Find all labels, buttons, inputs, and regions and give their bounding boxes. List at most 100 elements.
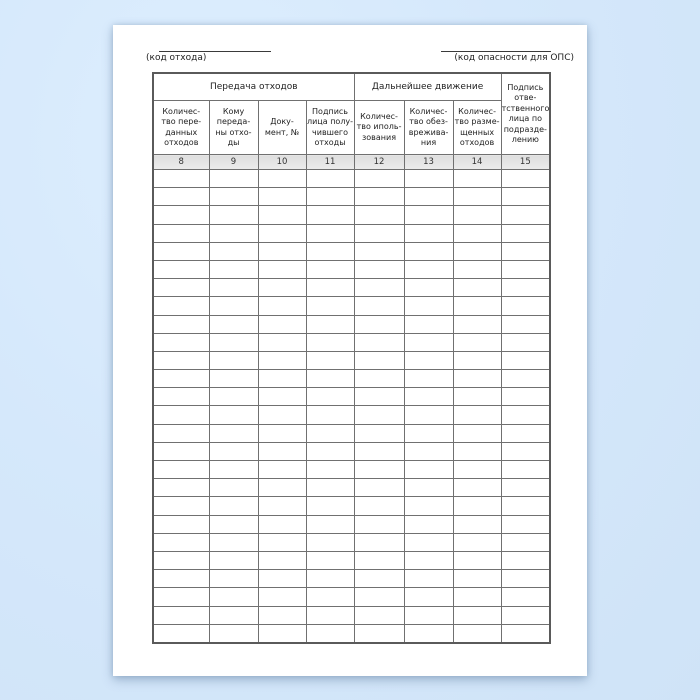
empty-form-cell	[305, 187, 355, 207]
empty-form-cell	[403, 605, 454, 625]
empty-form-cell	[208, 423, 259, 443]
empty-form-cell	[208, 205, 259, 225]
group-header-further-movement: Дальнейшее движение	[353, 72, 502, 101]
empty-form-row	[152, 369, 551, 389]
empty-form-cell	[403, 314, 454, 334]
empty-form-cell	[257, 369, 307, 389]
waste-code-underline	[159, 51, 271, 52]
empty-form-cell	[208, 532, 259, 552]
empty-form-cell	[152, 205, 210, 225]
hazard-code-underline	[441, 51, 551, 52]
empty-form-cell	[500, 405, 551, 425]
empty-form-cell	[305, 241, 355, 261]
empty-form-cell	[208, 168, 259, 189]
empty-form-cell	[257, 350, 307, 371]
empty-form-cell	[305, 441, 355, 462]
empty-form-cell	[208, 478, 259, 498]
empty-form-row	[152, 550, 551, 571]
empty-form-cell	[152, 278, 210, 298]
empty-form-cell	[452, 569, 502, 589]
empty-form-cell	[353, 259, 405, 280]
column-number: 12	[353, 154, 405, 170]
empty-form-cell	[152, 296, 210, 316]
empty-form-row	[152, 259, 551, 280]
empty-form-cell	[500, 532, 551, 552]
empty-form-cell	[452, 314, 502, 334]
empty-form-cell	[452, 441, 502, 462]
empty-form-cell	[500, 241, 551, 261]
empty-form-cell	[403, 514, 454, 534]
empty-form-row	[152, 387, 551, 407]
column-header-responsible-signature: Подпись отве- тственного лица по подразд…	[500, 72, 551, 155]
empty-form-row	[152, 514, 551, 534]
empty-form-cell	[403, 168, 454, 189]
empty-form-cell	[152, 350, 210, 371]
empty-form-cell	[500, 423, 551, 443]
empty-form-cell	[452, 205, 502, 225]
empty-form-cell	[208, 569, 259, 589]
empty-form-cell	[353, 569, 405, 589]
empty-form-cell	[257, 332, 307, 352]
column-number: 15	[500, 154, 551, 170]
empty-form-cell	[500, 296, 551, 316]
empty-form-cell	[305, 168, 355, 189]
empty-form-cell	[452, 459, 502, 480]
empty-form-cell	[403, 259, 454, 280]
empty-form-cell	[353, 550, 405, 571]
empty-form-cell	[452, 187, 502, 207]
empty-form-cell	[452, 259, 502, 280]
empty-form-cell	[208, 496, 259, 516]
empty-form-cell	[452, 550, 502, 571]
empty-form-cell	[305, 605, 355, 625]
empty-form-row	[152, 405, 551, 425]
column-header-document-number: Доку- мент, №	[257, 100, 307, 155]
empty-form-cell	[353, 350, 405, 371]
empty-form-cell	[208, 387, 259, 407]
empty-form-cell	[152, 514, 210, 534]
waste-code-label: (код отхода)	[146, 53, 207, 63]
empty-form-cell	[257, 550, 307, 571]
empty-form-cell	[305, 332, 355, 352]
empty-form-cell	[152, 387, 210, 407]
empty-form-cell	[305, 205, 355, 225]
empty-form-cell	[152, 241, 210, 261]
empty-form-cell	[353, 369, 405, 389]
empty-form-cell	[452, 168, 502, 189]
empty-form-cell	[257, 387, 307, 407]
table-body	[152, 168, 551, 644]
empty-form-cell	[152, 496, 210, 516]
empty-form-cell	[257, 478, 307, 498]
empty-form-row	[152, 187, 551, 207]
column-number: 9	[208, 154, 259, 170]
column-number: 13	[403, 154, 454, 170]
empty-form-cell	[353, 187, 405, 207]
empty-form-cell	[257, 569, 307, 589]
empty-form-cell	[257, 587, 307, 607]
empty-form-row	[152, 223, 551, 243]
empty-form-row	[152, 423, 551, 443]
empty-form-cell	[452, 605, 502, 625]
empty-form-cell	[208, 514, 259, 534]
empty-form-cell	[452, 350, 502, 371]
empty-form-cell	[403, 423, 454, 443]
empty-form-cell	[353, 478, 405, 498]
column-header-quantity-transferred: Количес- тво пере- данных отходов	[152, 100, 210, 155]
empty-form-cell	[208, 459, 259, 480]
empty-form-cell	[152, 223, 210, 243]
empty-form-cell	[403, 296, 454, 316]
empty-form-cell	[305, 459, 355, 480]
empty-form-cell	[208, 241, 259, 261]
empty-form-cell	[257, 259, 307, 280]
empty-form-cell	[152, 459, 210, 480]
empty-form-cell	[152, 605, 210, 625]
empty-form-cell	[257, 459, 307, 480]
empty-form-cell	[208, 369, 259, 389]
empty-form-cell	[353, 423, 405, 443]
empty-form-row	[152, 587, 551, 607]
empty-form-cell	[452, 405, 502, 425]
empty-form-cell	[353, 441, 405, 462]
empty-form-cell	[257, 441, 307, 462]
empty-form-cell	[208, 223, 259, 243]
empty-form-cell	[500, 459, 551, 480]
empty-form-cell	[257, 514, 307, 534]
